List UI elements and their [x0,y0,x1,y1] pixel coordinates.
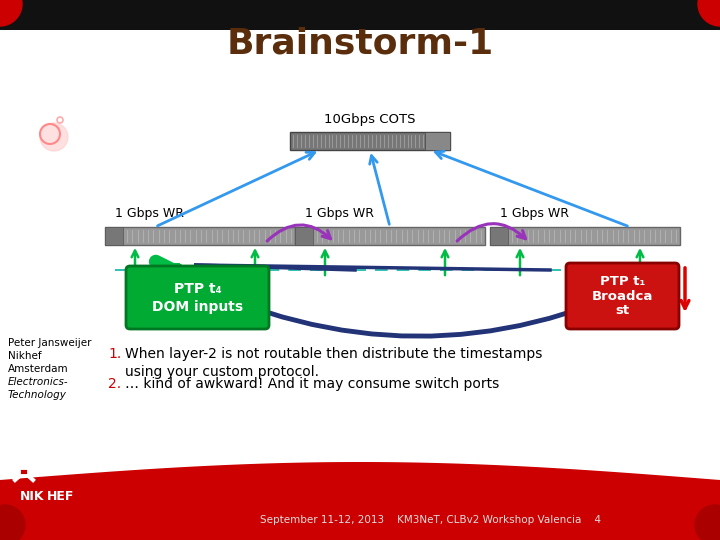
FancyBboxPatch shape [126,266,269,329]
Text: st: st [616,304,629,317]
FancyBboxPatch shape [105,227,295,245]
FancyBboxPatch shape [425,132,450,150]
FancyBboxPatch shape [566,263,679,329]
Text: 2.: 2. [108,377,121,391]
FancyBboxPatch shape [295,227,485,245]
Text: September 11-12, 2013    KM3NeT, CLBv2 Workshop Valencia    4: September 11-12, 2013 KM3NeT, CLBv2 Work… [259,515,600,525]
Polygon shape [0,462,720,540]
Circle shape [0,505,25,540]
Text: DOM inputs: DOM inputs [152,300,243,314]
Text: 1 Gbps WR: 1 Gbps WR [115,206,184,219]
Circle shape [40,123,68,151]
Text: Brainstorm-1: Brainstorm-1 [226,27,494,61]
Text: Technology: Technology [8,390,67,400]
Text: … kind of awkward! And it may consume switch ports: … kind of awkward! And it may consume sw… [125,377,499,391]
FancyBboxPatch shape [490,227,680,245]
Text: Electronics-: Electronics- [8,377,68,387]
Text: HEF: HEF [47,490,74,503]
FancyBboxPatch shape [290,132,450,150]
Text: Broadca: Broadca [592,289,653,302]
Text: 10Gbps COTS: 10Gbps COTS [324,113,415,126]
Text: When layer-2 is not routable then distribute the timestamps
using your custom pr: When layer-2 is not routable then distri… [125,347,542,380]
Text: NIK: NIK [20,490,45,503]
Text: 1 Gbps WR: 1 Gbps WR [500,206,569,219]
FancyBboxPatch shape [490,227,508,245]
Polygon shape [0,0,720,30]
Text: Amsterdam: Amsterdam [8,364,68,374]
Text: PTP t₄: PTP t₄ [174,282,221,296]
Text: PTP t₁: PTP t₁ [600,275,645,288]
Text: 1.: 1. [108,347,121,361]
Text: 1 Gbps WR: 1 Gbps WR [305,206,374,219]
FancyBboxPatch shape [105,227,123,245]
Text: Nikhef: Nikhef [8,351,42,361]
Circle shape [695,505,720,540]
Circle shape [0,0,22,26]
Circle shape [698,0,720,26]
Text: Peter Jansweijer: Peter Jansweijer [8,338,91,348]
FancyBboxPatch shape [295,227,313,245]
